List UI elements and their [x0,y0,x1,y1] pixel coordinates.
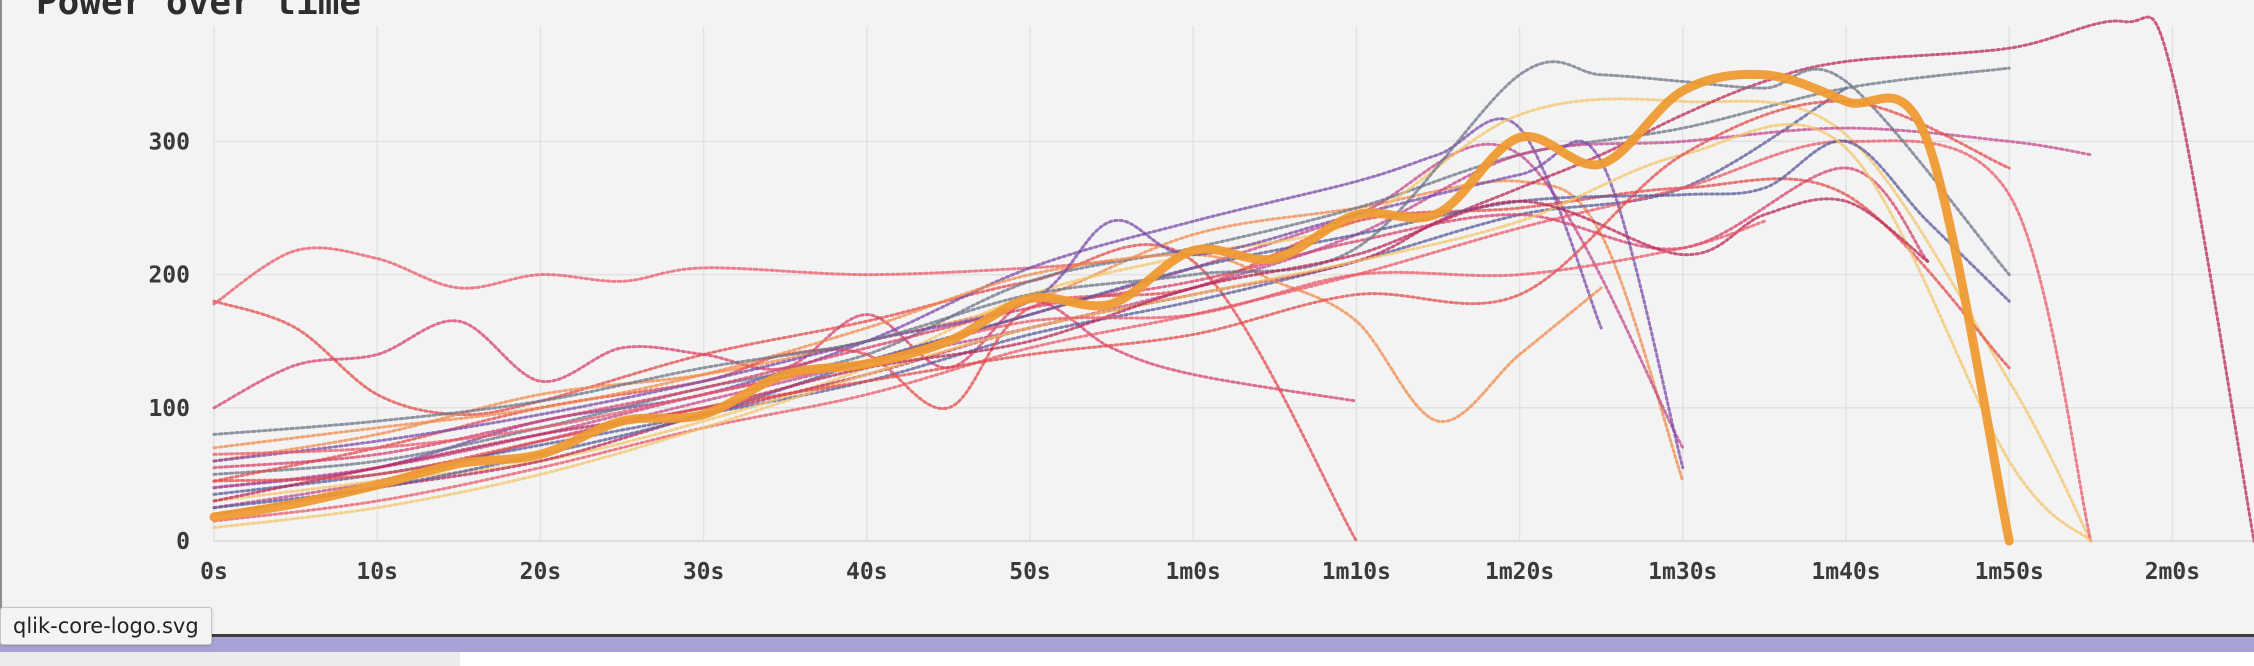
bottom-scroll-bar[interactable] [0,634,2254,652]
y-tick-label: 0 [176,529,190,555]
x-tick-label: 20s [520,559,562,585]
trace-line [212,219,1766,456]
highlight-line-group [209,69,2014,546]
grid-lines [213,26,2254,542]
trace-line [212,243,1358,543]
x-tick-label: 1m40s [1811,559,1880,585]
x-tick-label: 10s [356,559,398,585]
x-tick-label: 30s [683,559,725,585]
x-tick-label: 1m0s [1166,559,1221,585]
highlight-line [209,69,2014,546]
trace-line [212,86,1848,496]
y-tick-label: 200 [148,263,190,289]
x-tick-label: 1m20s [1485,559,1554,585]
x-tick-label: 40s [846,559,888,585]
x-tick-label: 0s [200,559,228,585]
bottom-strip [0,652,460,666]
file-name-tooltip: qlik-core-logo.svg [0,607,212,645]
chart-title: Power over time [36,0,361,23]
x-tick-label: 50s [1009,559,1051,585]
x-axis-ticks: 0s 10s 20s 30s 40s 50s 1m0s 1m10s 1m20s 1m30s 1m40… [200,559,2200,585]
trace-line [212,97,2093,543]
chart-panel: 0s 10s 20s 30s 40s 50s 1m0s 1m10s 1m20s 1m30s 1m40… [0,0,2254,634]
trace-line [212,99,2011,483]
y-axis-ticks: 0 100 200 300 [148,129,190,555]
trace-line [212,253,1603,450]
x-tick-label: 2m0s [2145,559,2200,585]
trace-line [212,299,1358,410]
trace-lines [212,15,2254,543]
y-tick-label: 100 [148,396,190,422]
trace-line [212,246,1114,306]
trace-line [212,60,2011,436]
x-tick-label: 1m50s [1975,559,2044,585]
x-tick-label: 1m10s [1322,559,1391,585]
power-chart: 0s 10s 20s 30s 40s 50s 1m0s 1m10s 1m20s 1m30s 1m40… [36,0,2254,585]
trace-line [212,117,1603,490]
trace-line [212,197,1930,503]
trace-line [212,122,2093,543]
x-tick-label: 1m30s [1648,559,1717,585]
y-tick-label: 300 [148,129,190,155]
